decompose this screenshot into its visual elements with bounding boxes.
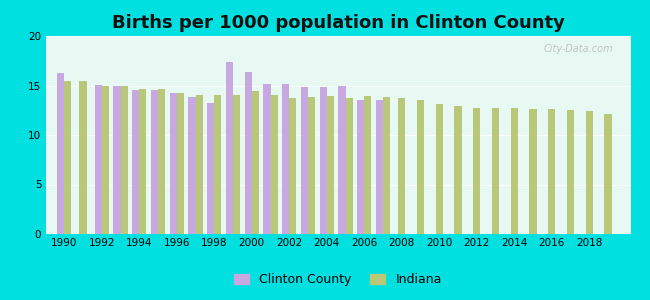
Bar bbox=[95, 85, 102, 234]
Bar bbox=[57, 73, 64, 234]
Bar bbox=[233, 95, 240, 234]
Bar bbox=[327, 96, 334, 234]
Bar bbox=[511, 108, 518, 234]
Bar bbox=[226, 62, 233, 234]
Bar bbox=[188, 98, 196, 234]
Text: City-Data.com: City-Data.com bbox=[543, 44, 613, 54]
Bar bbox=[436, 104, 443, 234]
Bar bbox=[308, 98, 315, 234]
Bar bbox=[113, 85, 120, 234]
Bar bbox=[282, 83, 289, 234]
Bar bbox=[64, 80, 72, 234]
Bar bbox=[398, 98, 406, 234]
Bar bbox=[207, 103, 214, 234]
Bar bbox=[454, 106, 462, 234]
Bar bbox=[376, 100, 383, 234]
Legend: Clinton County, Indiana: Clinton County, Indiana bbox=[229, 268, 447, 291]
Bar bbox=[151, 90, 158, 234]
Bar bbox=[79, 80, 86, 234]
Bar bbox=[158, 89, 165, 234]
Bar bbox=[301, 88, 308, 234]
Bar bbox=[417, 100, 424, 234]
Bar bbox=[586, 111, 593, 234]
Bar bbox=[364, 96, 371, 234]
Bar bbox=[270, 95, 278, 234]
Bar bbox=[214, 95, 222, 234]
Bar bbox=[289, 98, 296, 234]
Bar bbox=[170, 93, 177, 234]
Bar bbox=[492, 108, 499, 234]
Bar bbox=[252, 92, 259, 234]
Bar bbox=[604, 114, 612, 234]
Bar bbox=[132, 90, 139, 234]
Bar bbox=[357, 100, 364, 234]
Bar bbox=[339, 85, 346, 234]
Bar bbox=[263, 83, 270, 234]
Bar bbox=[102, 85, 109, 234]
Bar bbox=[548, 109, 555, 234]
Bar bbox=[320, 88, 327, 234]
Bar bbox=[530, 109, 536, 234]
Bar bbox=[177, 93, 184, 234]
Bar bbox=[244, 72, 252, 234]
Bar bbox=[567, 110, 574, 234]
Bar bbox=[346, 98, 353, 234]
Bar bbox=[139, 89, 146, 234]
Bar bbox=[473, 108, 480, 234]
Bar bbox=[120, 85, 127, 234]
Bar bbox=[196, 95, 203, 234]
Bar bbox=[383, 98, 390, 234]
Title: Births per 1000 population in Clinton County: Births per 1000 population in Clinton Co… bbox=[112, 14, 564, 32]
